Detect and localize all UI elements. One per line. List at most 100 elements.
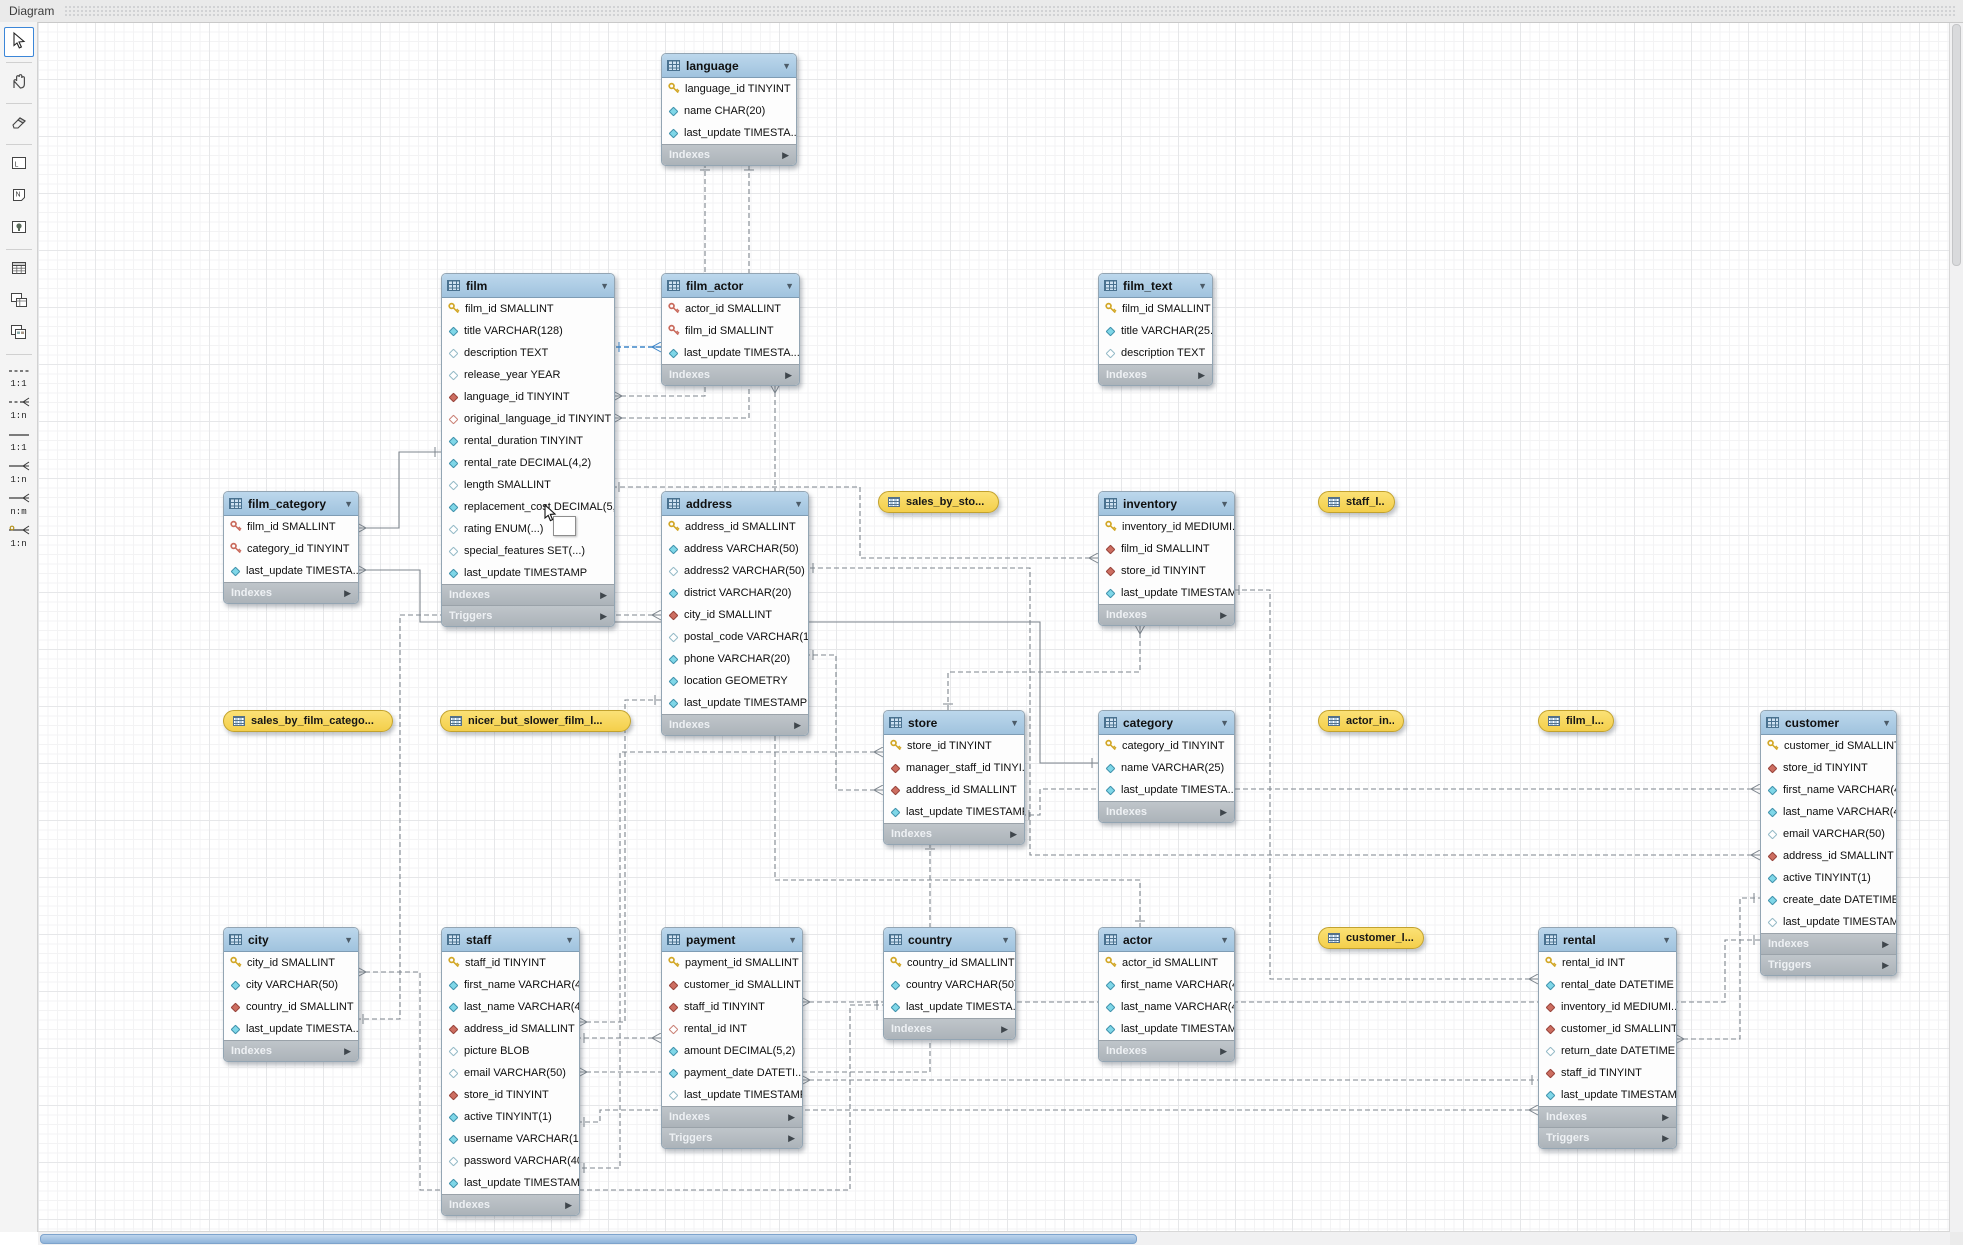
table-section-indexes[interactable]: Indexes ▶ <box>884 1018 1015 1039</box>
column-row-store_id[interactable]: store_id TINYINT <box>884 735 1024 757</box>
table-header-staff[interactable]: staff ▼ <box>442 928 579 952</box>
table-section-indexes[interactable]: Indexes ▶ <box>1761 933 1896 954</box>
column-row-customer_id[interactable]: customer_id SMALLINT <box>1539 1018 1676 1040</box>
column-row-last_update[interactable]: last_update TIMESTA... <box>224 1018 358 1040</box>
table-country[interactable]: country ▼ country_id SMALLINT country VARCH… <box>883 927 1016 1040</box>
column-row-film_id[interactable]: film_id SMALLINT <box>662 320 799 342</box>
column-row-rental_id[interactable]: rental_id INT <box>662 1018 802 1040</box>
column-row-last_update[interactable]: last_update TIMESTAMP <box>1099 582 1234 604</box>
column-row-description[interactable]: description TEXT <box>442 342 614 364</box>
column-row-country_id[interactable]: country_id SMALLINT <box>224 996 358 1018</box>
table-category[interactable]: category ▼ category_id TINYINT name VARCHAR… <box>1098 710 1235 823</box>
column-row-active[interactable]: active TINYINT(1) <box>442 1106 579 1128</box>
column-row-staff_id[interactable]: staff_id TINYINT <box>1539 1062 1676 1084</box>
column-row-staff_id[interactable]: staff_id TINYINT <box>442 952 579 974</box>
table-header-country[interactable]: country ▼ <box>884 928 1015 952</box>
view-sales_by_sto[interactable]: sales_by_sto... <box>878 491 999 513</box>
table-header-customer[interactable]: customer ▼ <box>1761 711 1896 735</box>
column-row-store_id[interactable]: store_id TINYINT <box>442 1084 579 1106</box>
column-row-last_update[interactable]: last_update TIMESTA... <box>662 122 796 144</box>
eraser-tool[interactable] <box>4 109 34 139</box>
vertical-scrollbar-thumb[interactable] <box>1952 24 1961 266</box>
table-section-indexes[interactable]: Indexes ▶ <box>662 1106 802 1127</box>
table-header-film_text[interactable]: film_text ▼ <box>1099 274 1212 298</box>
table-inventory[interactable]: inventory ▼ inventory_id MEDIUMI... film_id… <box>1098 491 1235 626</box>
table-header-city[interactable]: city ▼ <box>224 928 358 952</box>
table-actor[interactable]: actor ▼ actor_id SMALLINT first_name VARCHA… <box>1098 927 1235 1062</box>
column-row-rental_id[interactable]: rental_id INT <box>1539 952 1676 974</box>
table-header-language[interactable]: language ▼ <box>662 54 796 78</box>
column-row-district[interactable]: district VARCHAR(20) <box>662 582 808 604</box>
relationship-staff-store[interactable] <box>578 843 930 1072</box>
column-row-phone[interactable]: phone VARCHAR(20) <box>662 648 808 670</box>
rel-1-n-identifying-tool[interactable]: 1:n <box>4 456 34 486</box>
column-row-country[interactable]: country VARCHAR(50) <box>884 974 1015 996</box>
column-row-film_id[interactable]: film_id SMALLINT <box>1099 538 1234 560</box>
column-row-rental_date[interactable]: rental_date DATETIME <box>1539 974 1676 996</box>
column-row-create_date[interactable]: create_date DATETIME <box>1761 889 1896 911</box>
table-section-triggers[interactable]: Triggers ▶ <box>442 605 614 626</box>
view-sales_by_film_catego[interactable]: sales_by_film_catego... <box>223 710 393 732</box>
table-section-indexes[interactable]: Indexes ▶ <box>224 582 358 603</box>
table-header-film_actor[interactable]: film_actor ▼ <box>662 274 799 298</box>
column-row-category_id[interactable]: category_id TINYINT <box>224 538 358 560</box>
table-section-indexes[interactable]: Indexes ▶ <box>1099 604 1234 625</box>
column-row-first_name[interactable]: first_name VARCHAR(4... <box>442 974 579 996</box>
table-section-indexes[interactable]: Indexes ▶ <box>662 714 808 735</box>
relationship-film-language-original[interactable] <box>613 164 749 418</box>
column-row-category_id[interactable]: category_id TINYINT <box>1099 735 1234 757</box>
table-section-indexes[interactable]: Indexes ▶ <box>884 823 1024 844</box>
column-row-rental_duration[interactable]: rental_duration TINYINT <box>442 430 614 452</box>
column-row-return_date[interactable]: return_date DATETIME <box>1539 1040 1676 1062</box>
column-row-rating[interactable]: rating ENUM(...) <box>442 518 614 540</box>
table-section-indexes[interactable]: Indexes ▶ <box>224 1040 358 1061</box>
view-customer_l[interactable]: customer_l... <box>1318 927 1424 949</box>
column-row-address[interactable]: address VARCHAR(50) <box>662 538 808 560</box>
column-row-password[interactable]: password VARCHAR(40) <box>442 1150 579 1172</box>
relationship-store-staff-manager[interactable] <box>578 752 883 1168</box>
column-row-rental_rate[interactable]: rental_rate DECIMAL(4,2) <box>442 452 614 474</box>
column-row-address_id[interactable]: address_id SMALLINT <box>442 1018 579 1040</box>
column-row-first_name[interactable]: first_name VARCHAR(4... <box>1099 974 1234 996</box>
table-header-category[interactable]: category ▼ <box>1099 711 1234 735</box>
table-film_actor[interactable]: film_actor ▼ actor_id SMALLINT film_id SMAL… <box>661 273 800 386</box>
column-row-last_update[interactable]: last_update TIMESTA... <box>662 342 799 364</box>
column-row-title[interactable]: title VARCHAR(25... <box>1099 320 1212 342</box>
table-tool[interactable] <box>4 255 34 285</box>
table-film[interactable]: film ▼ film_id SMALLINT title VARCHAR(128) d… <box>441 273 615 627</box>
column-row-amount[interactable]: amount DECIMAL(5,2) <box>662 1040 802 1062</box>
column-row-film_id[interactable]: film_id SMALLINT <box>1099 298 1212 320</box>
column-row-city_id[interactable]: city_id SMALLINT <box>662 604 808 626</box>
table-section-indexes[interactable]: Indexes ▶ <box>1099 364 1212 385</box>
table-film_category[interactable]: film_category ▼ film_id SMALLINT category_i… <box>223 491 359 604</box>
column-row-inventory_id[interactable]: inventory_id MEDIUMI... <box>1539 996 1676 1018</box>
column-row-last_update[interactable]: last_update TIMESTAMP <box>1099 1018 1234 1040</box>
column-row-last_update[interactable]: last_update TIMESTAMP <box>1761 911 1896 933</box>
column-row-film_id[interactable]: film_id SMALLINT <box>442 298 614 320</box>
table-header-store[interactable]: store ▼ <box>884 711 1024 735</box>
table-header-payment[interactable]: payment ▼ <box>662 928 802 952</box>
table-header-address[interactable]: address ▼ <box>662 492 808 516</box>
relationship-store-address[interactable] <box>807 655 883 790</box>
rel-1-n-non-identifying-tool[interactable]: 1:n <box>4 392 34 422</box>
column-row-title[interactable]: title VARCHAR(128) <box>442 320 614 342</box>
column-row-address2[interactable]: address2 VARCHAR(50) <box>662 560 808 582</box>
column-row-city_id[interactable]: city_id SMALLINT <box>224 952 358 974</box>
column-row-last_update[interactable]: last_update TIMESTA... <box>1099 779 1234 801</box>
column-row-last_update[interactable]: last_update TIMESTAMP <box>442 1172 579 1194</box>
column-row-name[interactable]: name VARCHAR(25) <box>1099 757 1234 779</box>
table-section-indexes[interactable]: Indexes ▶ <box>662 144 796 165</box>
table-section-indexes[interactable]: Indexes ▶ <box>1099 1040 1234 1061</box>
relationship-rental-inventory[interactable] <box>1233 590 1538 979</box>
horizontal-scrollbar-thumb[interactable] <box>40 1234 1137 1244</box>
note-tool[interactable]: N <box>4 182 34 212</box>
table-film_text[interactable]: film_text ▼ film_id SMALLINT title VARCHAR(… <box>1098 273 1213 386</box>
column-row-name[interactable]: name CHAR(20) <box>662 100 796 122</box>
column-row-last_update[interactable]: last_update TIMESTAMP <box>884 801 1024 823</box>
image-tool[interactable] <box>4 214 34 244</box>
table-section-indexes[interactable]: Indexes ▶ <box>442 1194 579 1215</box>
column-row-language_id[interactable]: language_id TINYINT <box>662 78 796 100</box>
view-tool[interactable] <box>4 287 34 317</box>
rel-n-m-identifying-tool[interactable]: n:m <box>4 488 34 518</box>
column-row-length[interactable]: length SMALLINT <box>442 474 614 496</box>
